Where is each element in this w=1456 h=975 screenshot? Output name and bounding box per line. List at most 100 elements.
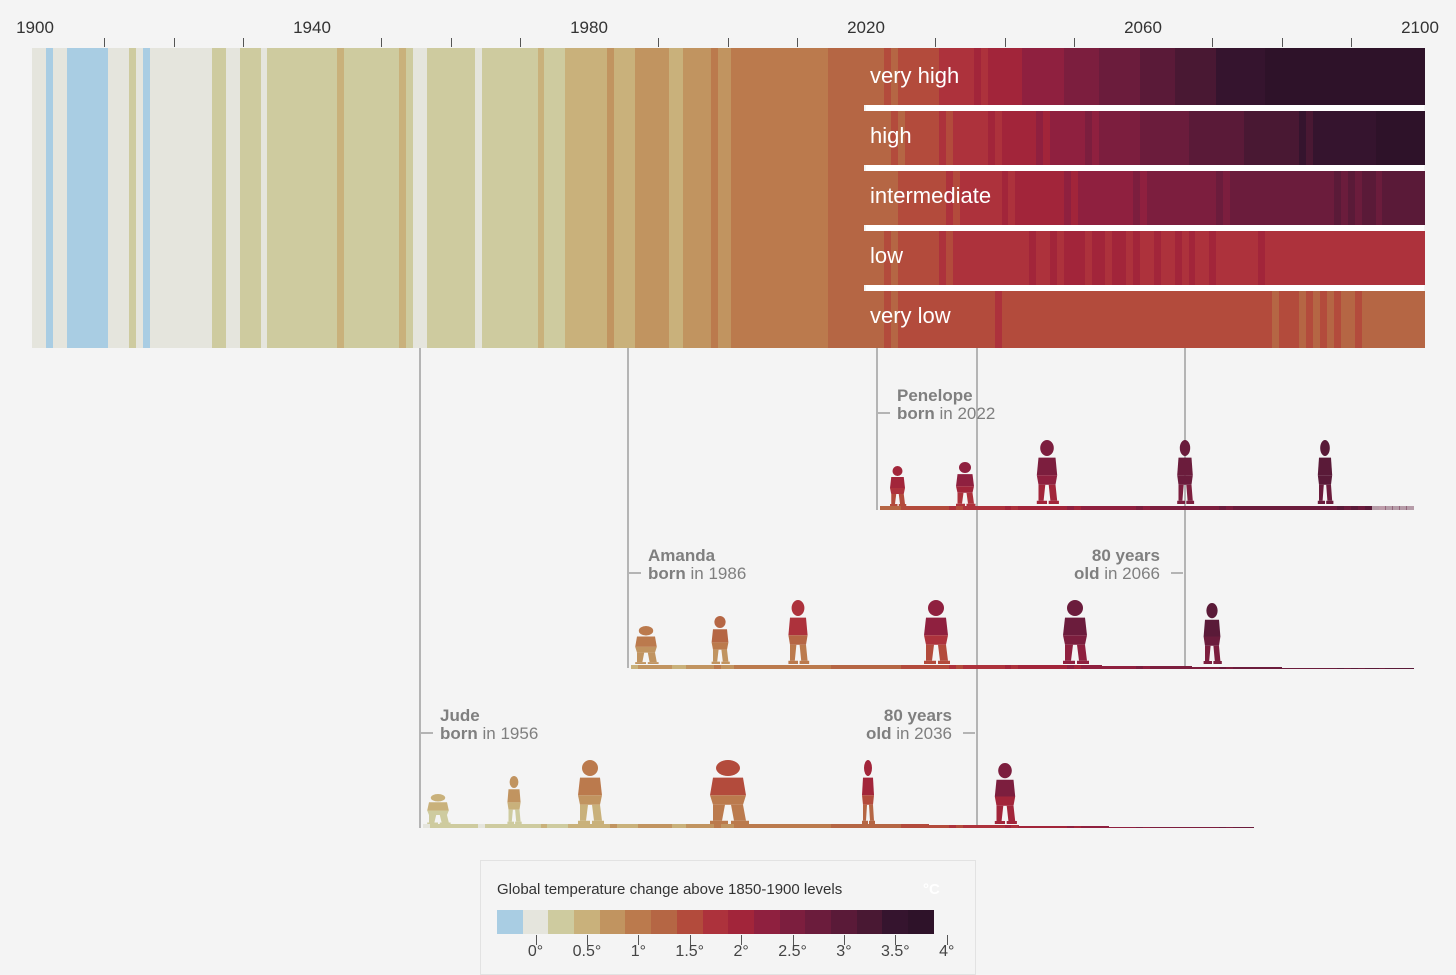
- amanda-timeline: [831, 665, 839, 669]
- amanda-timeline: [1080, 665, 1089, 669]
- scenario-stripe-low: [1347, 231, 1356, 285]
- historical-stripe: [336, 48, 345, 348]
- amanda-timeline: [1087, 665, 1096, 669]
- scenario-stripe-low: [1417, 231, 1425, 285]
- scenario-stripe-intermediate: [1340, 171, 1349, 225]
- scenario-stripe-high: [1008, 111, 1016, 165]
- scenario-stripe-very-low: [1299, 291, 1307, 348]
- amanda-timeline: [741, 665, 749, 669]
- amanda-timeline: [1336, 668, 1345, 669]
- scenario-stripe-very-low: [1250, 291, 1259, 348]
- scenario-stripe-high: [1285, 111, 1293, 165]
- historical-stripe: [662, 48, 670, 348]
- legend-swatch: [908, 910, 934, 934]
- label-connector: [878, 412, 890, 414]
- scenario-stripe-very-low: [1216, 291, 1224, 348]
- jude-timeline: [893, 824, 902, 828]
- penelope-timeline: [1122, 506, 1130, 510]
- penelope-timeline: [1246, 506, 1255, 510]
- jude-timeline: [589, 824, 597, 828]
- amanda-timeline: [637, 665, 646, 669]
- penelope-timeline: [1101, 506, 1110, 510]
- historical-stripe: [454, 48, 462, 348]
- penelope-timeline: [1212, 506, 1220, 510]
- historical-stripe: [544, 48, 552, 348]
- scenario-stripe-intermediate: [973, 171, 982, 225]
- scenario-stripe-low: [1209, 231, 1217, 285]
- scenario-stripe-high: [1153, 111, 1162, 165]
- scenario-stripe-intermediate: [1140, 171, 1148, 225]
- scenario-stripe-very-low: [1285, 291, 1293, 348]
- jude-timeline: [644, 824, 652, 828]
- historical-stripe: [475, 48, 483, 348]
- scenario-stripe-very-high: [1105, 48, 1113, 105]
- scenario-stripe-very-high: [946, 48, 954, 105]
- historical-stripe: [627, 48, 636, 348]
- scenario-stripe-very-low: [1001, 291, 1010, 348]
- scenario-stripe-very-low: [946, 291, 954, 348]
- scenario-stripe-high: [1140, 111, 1148, 165]
- amanda-timeline: [713, 665, 722, 669]
- scenario-stripe-very-low: [1133, 291, 1141, 348]
- scenario-stripe-very-high: [925, 48, 933, 105]
- scenario-stripe-very-high: [1375, 48, 1384, 105]
- amanda-timeline: [1011, 665, 1019, 669]
- amanda-age80-label: 80 years old in 2066: [1074, 547, 1160, 583]
- scenario-stripe-intermediate: [890, 171, 899, 225]
- scenario-stripe-very-low: [1292, 291, 1300, 348]
- legend-tick: [638, 935, 640, 945]
- scenario-stripe-intermediate: [1292, 171, 1300, 225]
- scenario-stripe-high: [1119, 111, 1127, 165]
- scenario-stripe-very-low: [925, 291, 933, 348]
- historical-stripe: [288, 48, 296, 348]
- scenario-stripe-intermediate: [1209, 171, 1217, 225]
- scenario-stripe-very-low: [1403, 291, 1411, 348]
- scenario-stripe-very-high: [1327, 48, 1335, 105]
- jude-age80-line: [976, 348, 978, 828]
- amanda-timeline: [1406, 668, 1414, 669]
- amanda-timeline: [1108, 665, 1116, 669]
- amanda-timeline: [893, 665, 902, 669]
- historical-stripe: [586, 48, 594, 348]
- scenario-stripe-very-low: [1140, 291, 1148, 348]
- scenario-stripe-very-high: [911, 48, 920, 105]
- scenario-stripe-high: [1022, 111, 1030, 165]
- legend-tick-label: 0°: [527, 943, 544, 960]
- scenario-stripe-high: [1389, 111, 1397, 165]
- historical-stripe: [641, 48, 649, 348]
- jude-label: Jude born in 1956: [440, 707, 538, 743]
- scenario-stripe-very-high: [1070, 48, 1079, 105]
- amanda-birth-line: [627, 348, 629, 668]
- scenario-stripe-very-high: [1223, 48, 1231, 105]
- jude-timeline: [776, 824, 784, 828]
- penelope-timeline: [1011, 506, 1019, 510]
- historical-stripe: [807, 48, 816, 348]
- scenario-stripe-low: [953, 231, 961, 285]
- axis-tick-label: 1980: [570, 18, 608, 37]
- adult-running-figure: [916, 600, 956, 664]
- scenario-stripe-low: [1271, 231, 1280, 285]
- scenario-stripe-very-low: [1119, 291, 1127, 348]
- scenario-stripe-low: [911, 231, 920, 285]
- historical-stripe: [856, 48, 864, 348]
- scenario-stripe-very-high: [1382, 48, 1390, 105]
- amanda-timeline: [866, 665, 874, 669]
- scenario-stripe-very-high: [1133, 48, 1141, 105]
- jude-timeline: [457, 824, 465, 828]
- amanda-timeline: [1018, 665, 1026, 669]
- scenario-stripe-high: [946, 111, 954, 165]
- legend-tick: [741, 935, 743, 945]
- amanda-timeline: [755, 665, 763, 669]
- historical-stripe: [260, 48, 269, 348]
- scenario-stripe-low: [1001, 231, 1010, 285]
- scenario-stripe-very-low: [1320, 291, 1328, 348]
- amanda-timeline: [1364, 668, 1373, 669]
- scenario-stripe-very-high: [1410, 48, 1418, 105]
- scenario-stripe-very-high: [1354, 48, 1363, 105]
- amanda-timeline: [679, 665, 687, 669]
- scenario-stripe-high: [911, 111, 920, 165]
- historical-stripe: [198, 48, 206, 348]
- jude-timeline: [1059, 825, 1068, 828]
- scenario-stripe-low: [1243, 231, 1252, 285]
- scenario-stripe-intermediate: [1313, 171, 1321, 225]
